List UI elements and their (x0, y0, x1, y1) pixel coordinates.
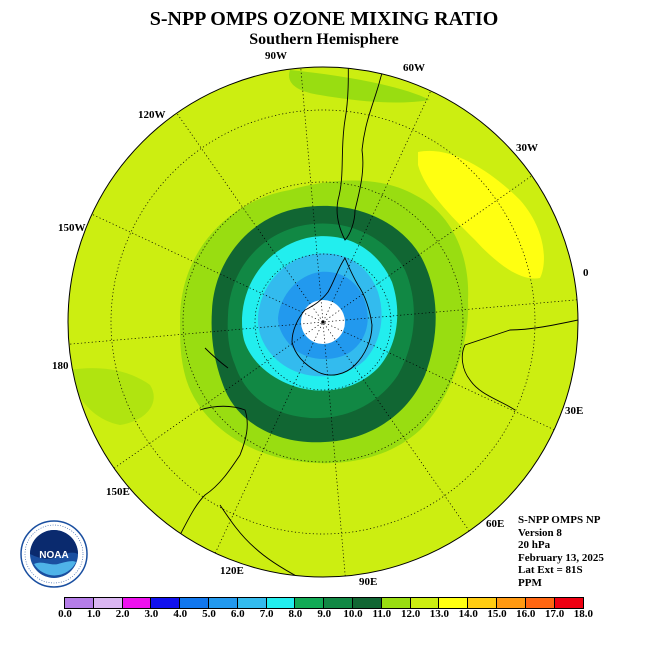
noaa-logo: NOAA (20, 520, 88, 588)
colorbar-cell (65, 598, 94, 608)
colorbar-tick-label: 14.0 (458, 608, 478, 620)
colorbar-tick-label: 13.0 (429, 608, 450, 620)
lon-label-120w: 120W (138, 109, 166, 121)
colorbar-tick-label: 4.0 (173, 608, 188, 620)
info-lat-ext: Lat Ext = 81S (518, 564, 583, 576)
info-level: 20 hPa (518, 539, 551, 551)
antarctic-peninsula (291, 257, 373, 376)
meridian-line (300, 67, 346, 577)
info-version: Version 8 (518, 526, 562, 539)
colorbar-cell (525, 598, 555, 608)
lon-label-150w: 150W (58, 222, 86, 234)
south-america-coast (336, 67, 411, 241)
ozone-region-maximum (418, 150, 544, 279)
colorbar-tick-label: 17.0 (544, 608, 565, 620)
colorbar-cell (352, 598, 382, 608)
lon-label-30w: 30W (516, 142, 538, 154)
colorbar-ticks: 0.0 1.0 2.0 3.0 4.0 5.0 6.0 7.0 8.0 9.0 10.0 11.0 12… (0, 608, 648, 622)
lon-label-90w: 90W (265, 50, 287, 62)
colorbar-cell (496, 598, 526, 608)
meridian-line (91, 213, 555, 431)
lon-label-60w: 60W (403, 62, 425, 74)
colorbar-tick-label: 7.0 (259, 608, 274, 620)
colorbar-tick-label: 8.0 (288, 608, 303, 620)
australia-coast (179, 405, 248, 536)
meridian-line (68, 299, 578, 345)
colorbar-cell (151, 598, 181, 608)
product-info: S-NPP OMPS NP Version 8 20 hPa February … (518, 514, 604, 589)
info-product: S-NPP OMPS NP (518, 514, 601, 526)
ozone-region-north-band (289, 70, 430, 103)
colorbar-cell (410, 598, 440, 608)
lon-label-180: 180 (52, 360, 69, 372)
colorbar-tick-label: 11.0 (372, 608, 392, 620)
lon-label-120e: 120E (220, 565, 244, 577)
colorbar-cell (122, 598, 152, 608)
colorbar-cell (266, 598, 296, 608)
colorbar-cell (295, 598, 325, 608)
colorbar-cell (93, 598, 123, 608)
lon-label-90e: 90E (359, 576, 378, 588)
meridian-line (113, 175, 533, 469)
map-boundary (67, 66, 579, 578)
info-date: February 13, 2025 (518, 551, 604, 564)
lon-label-60e: 60E (486, 518, 505, 530)
colorbar-cell (237, 598, 267, 608)
colorbar-tick-label: 5.0 (202, 608, 216, 620)
lon-label-150e: 150E (106, 486, 130, 498)
map-subtitle: Southern Hemisphere (249, 31, 399, 48)
colorbar-tick-label: 0.0 (58, 608, 72, 620)
lon-label-30e: 30E (565, 405, 584, 417)
colorbar-cell (180, 598, 209, 608)
lon-label-0: 0 (583, 267, 589, 279)
colorbar-cell (324, 598, 353, 608)
meridian-line (214, 90, 432, 554)
colorbar-tick-label: 10.0 (343, 608, 363, 620)
colorbar-tick-label: 3.0 (144, 608, 159, 620)
colorbar-cell (468, 598, 497, 608)
colorbar-tick-label: 12.0 (400, 608, 421, 620)
map-title: S-NPP OMPS OZONE MIXING RATIO (149, 8, 499, 30)
latitude-circles (110, 109, 536, 535)
colorbar-tick-label: 2.0 (115, 608, 130, 620)
colorbar-tick-label: 9.0 (317, 608, 332, 620)
meridians (68, 67, 578, 577)
coastlines (179, 67, 578, 577)
ozone-region-west-patch (70, 368, 154, 425)
svg-text:NOAA: NOAA (39, 550, 68, 561)
colorbar-tick-label: 6.0 (230, 608, 245, 620)
colorbar-tick-label: 15.0 (487, 608, 507, 620)
africa-coast (461, 319, 578, 411)
new-zealand (204, 347, 229, 369)
colorbar-tick-label: 1.0 (86, 608, 101, 620)
meridian-line (176, 112, 470, 532)
colorbar-cell (439, 598, 469, 608)
colorbar-cell (554, 598, 584, 608)
colorbar-tick-label: 18.0 (573, 608, 594, 620)
colorbar (64, 597, 585, 609)
indonesia-coast (219, 504, 301, 577)
colorbar-tick-label: 16.0 (516, 608, 536, 620)
colorbar-cell (208, 598, 238, 608)
pole-marker (321, 320, 325, 324)
info-units: PPM (518, 576, 542, 589)
colorbar-cell (381, 598, 411, 608)
